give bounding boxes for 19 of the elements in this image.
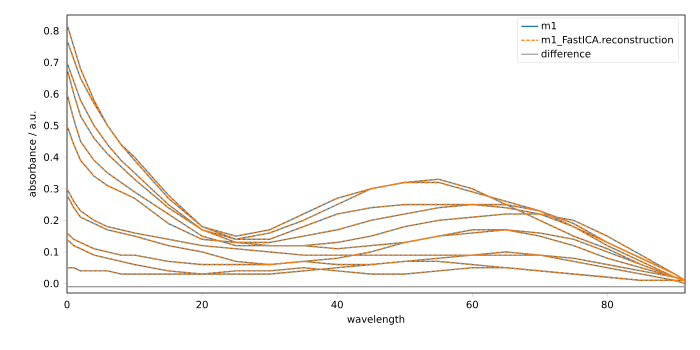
y-tick-label: 0.8 [44, 27, 59, 35]
x-tick-label: 40 [331, 300, 343, 308]
x-axis-title: wavelength [347, 315, 404, 325]
y-tick-label: 0.4 [44, 153, 59, 161]
x-tick-label: 60 [466, 300, 478, 308]
legend-label: difference [542, 50, 590, 58]
y-tick-label: 0.2 [44, 216, 58, 224]
legend-label: m1 [542, 22, 556, 30]
y-tick-label: 0.7 [44, 58, 58, 66]
x-tick-label: 80 [602, 300, 614, 308]
x-tick-label: 0 [64, 300, 70, 308]
y-tick-label: 0.5 [44, 122, 58, 130]
y-tick-label: 0.0 [44, 280, 59, 288]
legend-label: m1_FastICA.reconstruction [542, 36, 673, 46]
x-tick-label: 20 [196, 300, 208, 308]
y-tick-label: 0.6 [44, 90, 59, 98]
y-axis-title: absorbance / a.u. [28, 112, 37, 197]
y-tick-label: 0.1 [44, 248, 58, 256]
y-tick-label: 0.3 [44, 184, 58, 193]
